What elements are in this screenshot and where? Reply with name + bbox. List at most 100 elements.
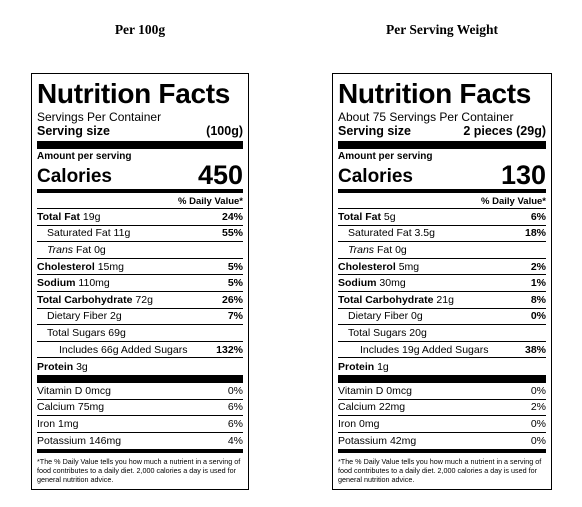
serving-size-value: 2 pieces (29g) xyxy=(463,124,546,138)
nutrient-amount: 3.5g xyxy=(414,227,435,240)
nutrient-name: Total Sugars xyxy=(348,326,407,339)
divider-thick xyxy=(37,374,243,383)
vitamin-name: Calcium xyxy=(338,401,376,414)
nutrient-name: Added Sugars xyxy=(421,343,489,356)
vitamin-row-calcium: Calcium 75mg 6% xyxy=(37,400,243,417)
vitamin-amount: 0mcg xyxy=(386,384,412,397)
vitamin-dv: 0% xyxy=(227,384,243,397)
divider-medium xyxy=(338,189,546,193)
nutrient-row-total-fat: Total Fat 19g 24% xyxy=(37,209,243,226)
nutrient-row-cholesterol: Cholesterol 5mg 2% xyxy=(338,259,546,276)
nutrient-name: Cholesterol xyxy=(37,260,95,273)
divider-medium xyxy=(338,449,546,454)
vitamin-amount: 22mg xyxy=(378,401,406,414)
nutrient-name: Protein xyxy=(338,360,375,373)
vitamin-amount: 75mg xyxy=(77,401,105,414)
calories-row: Calories 450 xyxy=(37,160,243,190)
nutrient-name-trans: Trans xyxy=(348,243,375,256)
nutrient-name-fat: Fat xyxy=(374,243,393,256)
nutrient-dv: 24% xyxy=(221,210,243,223)
nutrient-name: Protein xyxy=(37,360,74,373)
nutrient-row-saturated-fat: Saturated Fat 3.5g 18% xyxy=(338,226,546,243)
serving-size-row: Serving size (100g) xyxy=(37,124,243,139)
vitamin-amount: 0mg xyxy=(359,417,380,430)
nutrient-amount: 15mg xyxy=(97,260,124,273)
nutrient-dv: 2% xyxy=(530,260,546,273)
nutrient-amount: 66g xyxy=(101,343,119,356)
nutrient-name-trans: Trans xyxy=(47,243,74,256)
nutrient-row-protein: Protein 1g xyxy=(338,358,546,375)
nutrient-dv: 6% xyxy=(530,210,546,223)
nutrient-dv: 26% xyxy=(221,293,243,306)
nutrient-row-dietary-fiber: Dietary Fiber 0g 0% xyxy=(338,309,546,326)
vitamin-row-calcium: Calcium 22mg 2% xyxy=(338,400,546,417)
nutrient-amount: 69g xyxy=(108,326,126,339)
servings-per-container: Servings Per Container xyxy=(37,110,162,124)
vitamin-name: Potassium xyxy=(37,434,87,447)
amount-per-serving-label: Amount per serving xyxy=(338,151,433,162)
nutrient-includes: Includes xyxy=(360,343,400,356)
nutrient-dv: 8% xyxy=(530,293,546,306)
calories-value: 450 xyxy=(197,160,243,190)
nutrient-name: Total Fat xyxy=(338,210,381,223)
nutrient-name: Total Carbohydrate xyxy=(338,293,434,306)
nutrient-dv: 7% xyxy=(227,310,243,323)
calories-label: Calories xyxy=(37,166,112,187)
daily-value-header: % Daily Value* xyxy=(338,195,546,209)
nutrient-row-saturated-fat: Saturated Fat 11g 55% xyxy=(37,226,243,243)
vitamin-name: Iron xyxy=(338,417,357,430)
nutrient-name-fat: Fat xyxy=(73,243,92,256)
nutrient-row-protein: Protein 3g xyxy=(37,358,243,375)
divider-medium xyxy=(37,189,243,193)
nutrient-amount: 11g xyxy=(113,227,131,240)
nutrient-name: Sodium xyxy=(338,277,377,290)
nutrient-amount: 19g xyxy=(82,210,101,223)
nutrient-name: Dietary Fiber xyxy=(47,310,108,323)
nutrient-amount: 0g xyxy=(411,310,423,323)
vitamin-amount: 0mcg xyxy=(85,384,111,397)
nutrient-amount: 72g xyxy=(135,293,153,306)
serving-size-label: Serving size xyxy=(338,124,411,138)
nutrient-amount: 3g xyxy=(76,360,88,373)
vitamin-dv: 6% xyxy=(227,401,243,414)
nutrient-name: Saturated Fat xyxy=(348,227,412,240)
nutrient-dv: 0% xyxy=(530,310,546,323)
nutrient-dv: 1% xyxy=(530,277,546,290)
nutrient-name: Total Fat xyxy=(37,210,80,223)
amount-per-serving-label: Amount per serving xyxy=(37,151,132,162)
vitamin-amount: 1mg xyxy=(58,417,79,430)
nutrient-includes: Includes xyxy=(59,343,99,356)
vitamin-dv: 2% xyxy=(530,401,546,414)
nutrient-dv: 5% xyxy=(227,277,243,290)
divider-medium xyxy=(37,449,243,454)
nutrient-dv: 132% xyxy=(216,343,243,356)
serving-size-label: Serving size xyxy=(37,124,110,138)
nutrient-amount: 0g xyxy=(94,243,106,256)
vitamin-dv: 0% xyxy=(530,434,546,447)
nutrient-amount: 5g xyxy=(383,210,396,223)
calories-row: Calories 130 xyxy=(338,162,546,189)
nutrition-label-per-100g: Nutrition Facts Servings Per Container S… xyxy=(31,73,249,490)
column-title-per-serving: Per Serving Weight xyxy=(386,22,498,37)
column-title-per-100g: Per 100g xyxy=(114,22,166,37)
nutrient-row-sodium: Sodium 110mg 5% xyxy=(37,275,243,292)
nutrient-row-sodium: Sodium 30mg 1% xyxy=(338,275,546,292)
nutrient-name: Total Carbohydrate xyxy=(37,293,133,306)
nutrient-amount: 2g xyxy=(110,310,122,323)
nutrient-name: Cholesterol xyxy=(338,260,396,273)
nutrient-dv: 55% xyxy=(221,227,243,240)
vitamin-row-iron: Iron 1mg 6% xyxy=(37,416,243,433)
nutrient-name: Sodium xyxy=(37,277,76,290)
nutrient-amount: 1g xyxy=(377,360,389,373)
nutrient-amount: 21g xyxy=(436,293,454,306)
nutrient-amount: 20g xyxy=(409,326,427,339)
nutrient-name: Saturated Fat xyxy=(47,227,111,240)
daily-value-header: % Daily Value* xyxy=(37,195,243,209)
nutrient-amount: 0g xyxy=(395,243,407,256)
vitamin-name: Iron xyxy=(37,417,56,430)
nutrient-row-trans-fat: Trans Fat 0g xyxy=(37,242,243,259)
divider-thick xyxy=(338,141,546,149)
calories-label: Calories xyxy=(338,166,413,187)
nutrient-name: Added Sugars xyxy=(120,343,188,356)
